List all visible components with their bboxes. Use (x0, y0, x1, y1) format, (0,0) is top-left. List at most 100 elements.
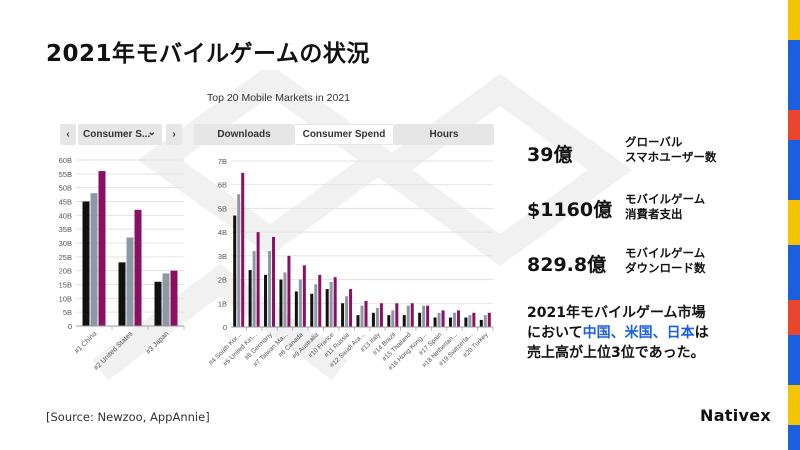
bar (82, 201, 90, 326)
y-tick-label: 1B (218, 299, 227, 308)
bar (375, 308, 379, 327)
tab-label: Downloads (217, 129, 271, 140)
stat-label-line: 消費者支出 (625, 207, 683, 221)
y-tick-label: 5B (63, 308, 72, 317)
deco-bar-segment (788, 385, 800, 425)
deco-bar-segment (788, 40, 800, 110)
bar (433, 317, 437, 327)
bar (126, 237, 134, 326)
y-tick-label: 6B (218, 181, 227, 190)
bar (441, 310, 445, 327)
bar (468, 315, 472, 327)
tab-consumer-spend[interactable]: Consumer Spend (294, 124, 394, 145)
y-tick-label: 0 (223, 323, 227, 332)
deco-bar-segment (788, 245, 800, 300)
deco-bar-segment (788, 425, 800, 450)
bar (371, 312, 375, 327)
bar (387, 315, 391, 327)
chart-title: Top 20 Mobile Markets in 2021 (207, 92, 350, 104)
stat-value-spend: $1160億 (527, 199, 613, 221)
next-button[interactable]: › (166, 124, 182, 145)
bar (364, 300, 368, 327)
stat-label-line: ダウンロード数 (625, 261, 706, 275)
y-tick-label: 2B (218, 276, 227, 285)
bar (283, 272, 287, 327)
y-tick-label: 0 (68, 322, 72, 331)
tab-downloads[interactable]: Downloads (194, 124, 294, 145)
background-watermark (92, 70, 633, 381)
stat-label-users: グローバル スマホユーザー数 (625, 135, 716, 165)
bar (170, 270, 178, 326)
y-tick-label: 4B (218, 228, 227, 237)
bar (237, 194, 241, 327)
bar (426, 305, 430, 327)
stat-label-line: モバイルゲーム (625, 246, 706, 260)
metric-select[interactable]: Consumer S... ⌄ (78, 124, 162, 145)
stat-label-line: グローバル (625, 135, 683, 149)
bar (298, 279, 302, 327)
bar (360, 305, 364, 327)
summary-line: において中国、米国、日本は (527, 323, 709, 343)
page-title: 2021年モバイルゲームの状況 (46, 41, 370, 67)
bar (310, 293, 314, 327)
bar (272, 236, 276, 327)
summary-line: 売上高が上位3位であった。 (527, 345, 705, 361)
chevron-left-icon: ‹ (66, 129, 70, 140)
y-tick-label: 60B (59, 156, 72, 165)
stat-value-users: 39億 (527, 144, 573, 166)
stat-label-downloads: モバイルゲーム ダウンロード数 (625, 246, 706, 276)
bar (483, 315, 487, 327)
decorative-color-bar (788, 0, 800, 450)
y-tick-label: 25B (59, 253, 72, 262)
tab-hours[interactable]: Hours (394, 124, 494, 145)
bar (302, 265, 306, 327)
prev-button[interactable]: ‹ (60, 124, 76, 145)
bar (402, 315, 406, 327)
bar (268, 251, 272, 327)
y-tick-label: 10B (59, 294, 72, 303)
bar (279, 279, 283, 327)
y-tick-label: 15B (59, 281, 72, 290)
x-tick-label: #2 United States (93, 330, 135, 372)
stat-label-line: モバイルゲーム (625, 192, 706, 206)
bar (456, 310, 460, 327)
bar (410, 303, 414, 327)
bar (134, 209, 142, 326)
y-tick-label: 7B (218, 157, 227, 166)
bar (418, 312, 422, 327)
deco-bar-segment (788, 335, 800, 385)
bar (472, 312, 476, 327)
summary-highlight: 中国、米国、日本 (582, 325, 695, 341)
y-tick-label: 35B (59, 225, 72, 234)
deco-bar-segment (788, 200, 800, 245)
select-label: Consumer S... (83, 129, 151, 140)
bar (487, 312, 491, 327)
summary-line: 2021年モバイルゲーム市場 (527, 305, 706, 321)
bar (318, 274, 322, 327)
bar (90, 193, 98, 326)
deco-bar-segment (788, 140, 800, 200)
bar (287, 255, 291, 327)
tab-label: Hours (429, 129, 459, 140)
bar (233, 215, 237, 327)
y-tick-label: 45B (59, 198, 72, 207)
bar (314, 284, 318, 327)
deco-bar-segment (788, 0, 800, 40)
bar (356, 315, 360, 327)
bar (248, 270, 252, 327)
summary-text-part: は (694, 325, 709, 341)
bar (333, 277, 337, 327)
deco-bar-segment (788, 300, 800, 335)
y-tick-label: 30B (59, 239, 72, 248)
bar (479, 319, 483, 327)
bar (162, 273, 170, 326)
bar (422, 305, 426, 327)
deco-bar-segment (788, 110, 800, 140)
y-tick-label: 5B (218, 204, 227, 213)
bar (325, 289, 329, 327)
x-tick-label: #1 China (74, 330, 99, 355)
bar (154, 281, 162, 326)
stat-value-downloads: 829.8億 (527, 254, 607, 276)
y-tick-label: 3B (218, 252, 227, 261)
